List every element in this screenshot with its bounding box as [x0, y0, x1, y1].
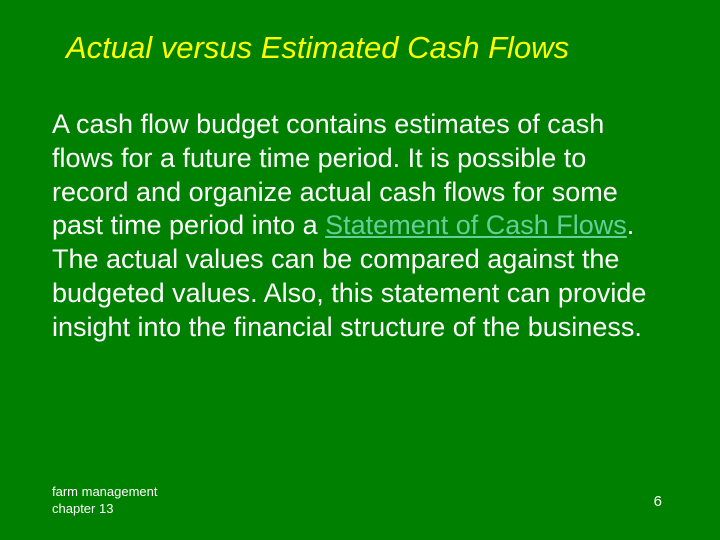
body-highlight: Statement of Cash Flows — [325, 210, 627, 240]
footer-line1: farm management — [52, 484, 158, 501]
slide-container: Actual versus Estimated Cash Flows A cas… — [0, 0, 720, 540]
footer-line2: chapter 13 — [52, 501, 158, 518]
slide-body: A cash flow budget contains estimates of… — [52, 108, 668, 344]
page-number: 6 — [654, 493, 662, 510]
footer-left: farm management chapter 13 — [52, 484, 158, 518]
slide-title: Actual versus Estimated Cash Flows — [66, 30, 668, 66]
